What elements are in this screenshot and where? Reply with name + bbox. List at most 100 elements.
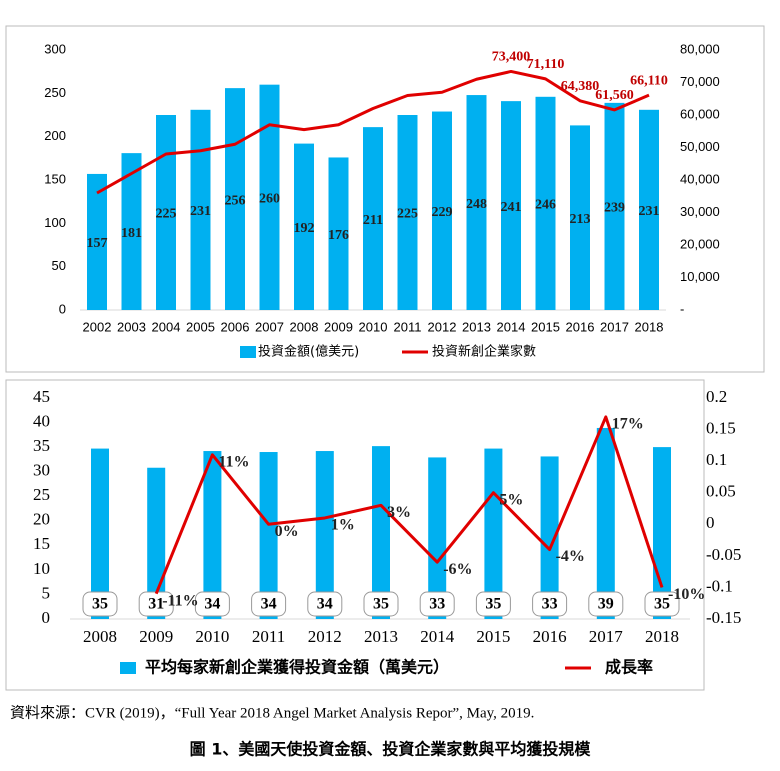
y2-tick-label: 80,000: [680, 41, 720, 56]
x-tick-label: 2018: [645, 627, 679, 646]
bar: [466, 95, 487, 310]
data-label: 213: [570, 212, 591, 227]
y-tick-label: 40: [33, 411, 50, 430]
y2-tick-label: 40,000: [680, 171, 720, 186]
y-tick-label: 150: [44, 171, 66, 186]
legend-swatch: [240, 346, 256, 358]
y2-tick-label: 0.05: [706, 482, 736, 501]
bar: [328, 157, 349, 310]
y2-tick-label: 0: [706, 513, 715, 532]
y2-tick-label: 0.15: [706, 418, 736, 437]
data-label: 248: [466, 197, 487, 212]
y2-tick-label: 10,000: [680, 269, 720, 284]
data-label: 211: [363, 213, 383, 228]
x-tick-label: 2016: [566, 319, 595, 334]
y-tick-label: 30: [33, 461, 50, 480]
data-label: 231: [190, 204, 211, 219]
data-label: 260: [259, 192, 280, 207]
line-label: 0%: [275, 523, 299, 540]
bar: [596, 427, 615, 619]
x-tick-label: 2011: [252, 627, 285, 646]
data-label-box: [532, 591, 568, 617]
bar: [156, 115, 176, 310]
x-tick-label: 2006: [221, 319, 250, 334]
line-label: 1%: [331, 517, 355, 534]
bar: [535, 96, 556, 310]
y-tick-label: 15: [33, 534, 50, 553]
line-label: -4%: [556, 548, 585, 565]
x-tick-label: 2008: [83, 627, 117, 646]
x-tick-label: 2005: [186, 319, 215, 334]
y-tick-label: 0: [59, 301, 66, 316]
y-tick-label: 25: [33, 485, 50, 504]
data-label: 35: [373, 596, 389, 613]
data-label: 35: [654, 596, 670, 613]
x-tick-label: 2010: [359, 319, 388, 334]
y2-tick-label: 50,000: [680, 139, 720, 154]
y-tick-label: 0: [42, 608, 51, 627]
line-label: -10%: [668, 586, 705, 603]
y2-tick-label: 0.1: [706, 450, 727, 469]
bar: [604, 102, 625, 310]
chart-frame: [5, 379, 705, 691]
y2-tick-label: 30,000: [680, 204, 720, 219]
x-tick-label: 2012: [428, 319, 457, 334]
y-tick-label: 50: [52, 258, 66, 273]
y2-tick-label: -0.15: [706, 608, 741, 627]
y-tick-label: 10: [33, 559, 50, 578]
line-label: -6%: [443, 561, 472, 578]
x-tick-label: 2014: [497, 319, 526, 334]
bar: [501, 101, 521, 310]
x-tick-label: 2007: [255, 319, 284, 334]
bar: [121, 153, 142, 310]
line-label: 3%: [387, 504, 411, 521]
x-tick-label: 2012: [308, 627, 342, 646]
data-label: 34: [204, 596, 220, 613]
x-tick-label: 2010: [195, 627, 229, 646]
y2-tick-label: 70,000: [680, 74, 720, 89]
legend-label: 成長率: [605, 658, 653, 677]
x-tick-label: 2015: [531, 319, 560, 334]
data-label: 225: [397, 207, 418, 222]
data-label: 246: [535, 198, 556, 213]
y-tick-label: 20: [33, 510, 50, 529]
bar: [294, 143, 314, 310]
y2-tick-label: -0.05: [706, 545, 741, 564]
bar: [428, 457, 447, 619]
bar: [87, 173, 107, 310]
data-label: 33: [429, 596, 445, 613]
bar: [190, 109, 211, 310]
x-tick-label: 2009: [139, 627, 173, 646]
data-label: 35: [92, 596, 108, 613]
y2-tick-label: -: [680, 301, 684, 316]
bar: [315, 451, 334, 619]
x-tick-label: 2018: [635, 319, 664, 334]
data-label: 256: [225, 193, 246, 208]
data-label: 34: [261, 596, 277, 613]
y-tick-label: 45: [33, 387, 50, 406]
data-label: 176: [328, 228, 349, 243]
y-tick-label: 250: [44, 85, 66, 100]
bar: [570, 125, 590, 311]
data-label: 239: [604, 201, 625, 216]
bar: [259, 452, 278, 619]
y2-tick-label: 20,000: [680, 236, 720, 251]
legend-label: 投資金額(億美元): [258, 344, 359, 360]
line-label: 61,560: [595, 88, 634, 103]
bar: [639, 109, 659, 310]
bar: [91, 448, 109, 619]
bar: [432, 111, 452, 311]
x-tick-label: 2014: [420, 627, 455, 646]
bar: [363, 127, 383, 310]
line-label: 64,380: [561, 79, 600, 94]
legend-swatch: [120, 662, 136, 674]
line-label: -11%: [162, 592, 198, 609]
figure-caption: 圖 1、美國天使投資金額、投資企業家數與平均獲投規模: [190, 740, 592, 759]
line-label: 71,110: [527, 57, 565, 72]
data-label-box: [194, 591, 230, 617]
data-label-box: [588, 591, 624, 617]
x-tick-label: 2002: [83, 319, 112, 334]
legend-label: 平均每家新創企業獲得投資金額（萬美元）: [145, 658, 449, 677]
line: [154, 415, 664, 595]
